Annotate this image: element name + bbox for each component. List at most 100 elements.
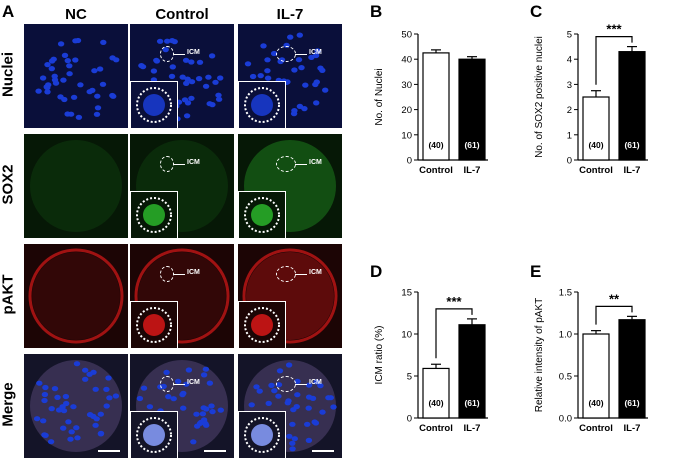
- column-head-il7: IL-7: [276, 6, 304, 23]
- icm-label: ICM: [309, 269, 322, 276]
- icm-outline: [276, 156, 296, 172]
- icm-outline: [160, 46, 174, 62]
- icm-leader-line: [173, 164, 185, 165]
- y-tick-label: 5: [407, 372, 412, 383]
- panel-letter-b: B: [370, 2, 383, 21]
- y-tick-label: 0.0: [559, 414, 572, 425]
- panel-letter-a: A: [2, 2, 15, 21]
- significance-bracket: [595, 36, 633, 85]
- micrograph-nuclei-il7: ICM: [238, 24, 342, 128]
- icm-leader-line: [295, 384, 307, 385]
- category-label: Control: [579, 423, 613, 434]
- panel-letter-c: C: [530, 2, 543, 21]
- icm-label: ICM: [187, 269, 200, 276]
- zoom-inset: [238, 191, 286, 238]
- category-label: Control: [419, 165, 453, 176]
- significance-bracket: [435, 308, 473, 359]
- y-tick-label: 0: [407, 414, 412, 425]
- n-label: (61): [464, 398, 479, 408]
- micrograph-nuclei-nc: [24, 24, 128, 128]
- row-head-nuclei: Nuclei: [0, 52, 17, 98]
- column-head-nc: NC: [65, 6, 87, 23]
- category-label: Control: [579, 165, 613, 176]
- column-head-control: Control: [155, 6, 209, 23]
- category-label: IL-7: [624, 423, 641, 434]
- y-axis-label: No. of Nuclei: [374, 68, 385, 125]
- n-label: (61): [464, 140, 479, 150]
- zoom-inset: [130, 411, 178, 458]
- bar-il7: [618, 319, 646, 419]
- chart-c-sox2-positive: No. of SOX2 positive nuclei 0 1 2 3 4 5 (40) Con…: [534, 22, 648, 176]
- row-head-sox2: SOX2: [0, 164, 17, 205]
- bar-control: [582, 96, 610, 161]
- y-tick-label: 1.0: [559, 330, 572, 341]
- zoom-inset: [238, 301, 286, 348]
- icm-label: ICM: [187, 159, 200, 166]
- bar-il7: [458, 58, 486, 161]
- icm-leader-line: [173, 54, 185, 55]
- icm-leader-line: [295, 54, 307, 55]
- row-head-merge: Merge: [0, 382, 17, 427]
- zoom-inset: [238, 81, 286, 128]
- n-label: (40): [428, 398, 443, 408]
- y-tick-label: 5: [567, 30, 572, 41]
- panel-letter-e: E: [530, 262, 542, 281]
- icm-leader-line: [295, 164, 307, 165]
- icm-label: ICM: [187, 379, 200, 386]
- micrograph-sox2-nc: [24, 134, 128, 238]
- y-tick-label: 0.5: [559, 372, 572, 383]
- y-tick-label: 30: [401, 80, 412, 91]
- significance-stars: ***: [606, 22, 622, 37]
- icm-leader-line: [173, 274, 185, 275]
- y-tick-label: 10: [401, 330, 412, 341]
- category-label: IL-7: [464, 423, 481, 434]
- bar-control: [422, 367, 450, 419]
- y-axis-label: No. of SOX2 positive nuclei: [534, 36, 545, 158]
- significance-stars: ***: [446, 294, 462, 309]
- micrograph-pakt-control: ICM: [130, 244, 234, 348]
- y-tick-label: 0: [567, 156, 572, 167]
- scale-bar: [312, 450, 334, 452]
- bar-il7: [618, 51, 646, 161]
- micrograph-merge-nc: [24, 354, 128, 458]
- y-tick-label: 3: [567, 80, 572, 91]
- scale-bar: [204, 450, 226, 452]
- icm-outline: [276, 266, 296, 282]
- zoom-inset: [238, 411, 286, 458]
- panel-letter-d: D: [370, 262, 383, 281]
- y-tick-label: 2: [567, 105, 572, 116]
- micrograph-sox2-il7: ICM: [238, 134, 342, 238]
- category-label: Control: [419, 423, 453, 434]
- zoom-inset: [130, 81, 178, 128]
- n-label: (61): [624, 140, 639, 150]
- zoom-inset: [130, 301, 178, 348]
- y-tick-label: 4: [567, 55, 572, 66]
- micrograph-merge-il7: ICM: [238, 354, 342, 458]
- zoom-inset: [130, 191, 178, 238]
- y-tick-label: 20: [401, 105, 412, 116]
- significance-stars: **: [609, 291, 620, 306]
- y-tick-label: 15: [401, 288, 412, 299]
- row-head-pakt: pAKT: [0, 274, 17, 315]
- icm-label: ICM: [309, 379, 322, 386]
- n-label: (61): [624, 398, 639, 408]
- n-label: (40): [588, 140, 603, 150]
- icm-outline: [276, 376, 296, 392]
- n-label: (40): [428, 140, 443, 150]
- category-label: IL-7: [624, 165, 641, 176]
- icm-outline: [160, 156, 174, 172]
- y-tick-label: 40: [401, 55, 412, 66]
- icm-outline: [276, 46, 296, 62]
- icm-leader-line: [295, 274, 307, 275]
- micrograph-sox2-control: ICM: [130, 134, 234, 238]
- micrograph-nuclei-control: ICM: [130, 24, 234, 128]
- category-label: IL-7: [464, 165, 481, 176]
- icm-label: ICM: [187, 49, 200, 56]
- chart-d-icm-ratio: ICM ratio (%) 0 5 10 15 (40) Control (61) IL-7 **…: [374, 288, 488, 434]
- y-tick-label: 10: [401, 130, 412, 141]
- icm-outline: [160, 376, 174, 392]
- y-tick-label: 50: [401, 30, 412, 41]
- micrograph-pakt-nc: [24, 244, 128, 348]
- bar-il7: [458, 324, 486, 419]
- micrograph-merge-control: ICM: [130, 354, 234, 458]
